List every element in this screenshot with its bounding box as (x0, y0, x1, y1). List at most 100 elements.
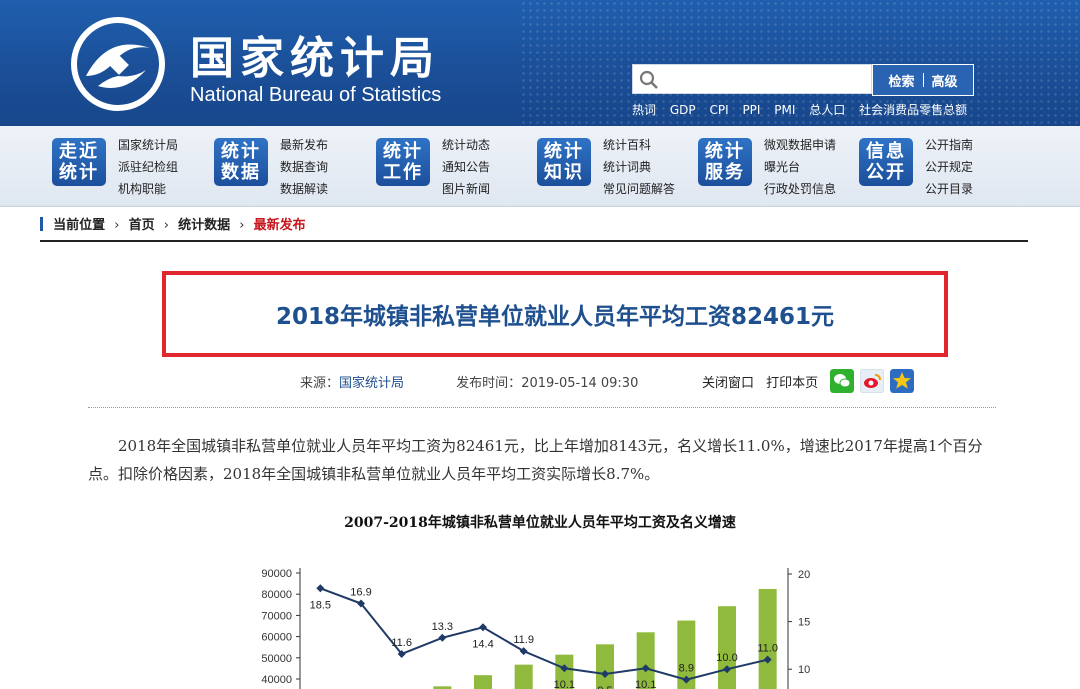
bar (433, 686, 452, 689)
nav-link[interactable]: 常见问题解答 (603, 182, 676, 196)
article-title-box: 2018年城镇非私营单位就业人员年平均工资82461元 (162, 271, 948, 357)
data-label: 10.1 (635, 679, 656, 689)
search-input[interactable] (632, 64, 872, 94)
nbs-logo-icon[interactable] (68, 14, 168, 114)
data-label: 18.5 (310, 599, 331, 611)
close-window-link[interactable]: 关闭窗口 (702, 376, 755, 391)
nav-link[interactable]: 公开目录 (925, 182, 974, 196)
data-label: 11.9 (513, 634, 534, 646)
breadcrumb-marker (40, 217, 43, 231)
nav-link[interactable]: 国家统计局 (118, 138, 179, 152)
nav-link[interactable]: 数据解读 (280, 182, 329, 196)
nav-badge[interactable]: 统计 工作 (376, 138, 430, 186)
data-label: 14.4 (472, 638, 493, 650)
nav-badge[interactable]: 统计 知识 (537, 138, 591, 186)
bar (636, 632, 655, 689)
breadcrumb-current[interactable]: 最新发布 (253, 218, 306, 233)
data-label: 13.3 (432, 621, 453, 633)
hotword-link[interactable]: PPI (742, 103, 761, 117)
bar (758, 588, 777, 689)
nav-link[interactable]: 统计词典 (603, 160, 652, 174)
nav-badge[interactable]: 信息 公开 (859, 138, 913, 186)
hotword-label: 热词 (632, 103, 657, 117)
line-point (519, 647, 528, 656)
world-map-background (520, 0, 1080, 126)
nav-link[interactable]: 通知公告 (442, 160, 491, 174)
line-point (560, 664, 569, 673)
line-point (357, 599, 365, 608)
breadcrumb-home[interactable]: 首页 (128, 218, 155, 233)
hot-words: 热词 GDP CPI PPI PMI 总人口 社会消费品零售总额 (632, 101, 977, 118)
source-link[interactable]: 国家统计局 (339, 376, 405, 391)
line-point (601, 669, 609, 678)
print-link[interactable]: 打印本页 (766, 376, 819, 391)
search-icon (639, 70, 658, 89)
bar (677, 620, 696, 689)
bar (474, 675, 492, 689)
nav-link[interactable]: 数据查询 (280, 160, 329, 174)
nav-link[interactable]: 最新发布 (280, 138, 329, 152)
wechat-icon[interactable] (830, 369, 854, 393)
nav-link[interactable]: 图片新闻 (442, 182, 491, 196)
hotword-link[interactable]: PMI (774, 103, 796, 117)
right-axis-tick-label: 15 (798, 617, 810, 629)
hotword-link[interactable]: GDP (669, 103, 696, 117)
article-paragraph: 2018年全国城镇非私营单位就业人员年平均工资为82461元，比上年增加8143… (88, 437, 983, 483)
site-header: 国家统计局 National Bureau of Statistics 检索 高… (0, 0, 1080, 126)
data-label: 16.9 (350, 587, 371, 599)
bar (514, 664, 533, 689)
search-button[interactable]: 检索 (888, 74, 915, 90)
search-buttons: 检索 高级 (872, 64, 974, 96)
nav-link[interactable]: 派驻纪检组 (118, 160, 179, 174)
line-point (316, 584, 325, 593)
left-axis-tick-label: 50000 (261, 653, 292, 665)
publish-date: 2019-05-14 09:30 (521, 376, 639, 391)
divider (88, 407, 996, 408)
breadcrumb: 当前位置 › 首页 › 统计数据 › 最新发布 (40, 214, 1028, 242)
chart-title: 2007-2018年城镇非私营单位就业人员年平均工资及名义增速 (344, 515, 736, 531)
date-label: 发布时间： (456, 376, 522, 391)
right-axis-tick-label: 20 (798, 569, 810, 581)
left-axis-tick-label: 90000 (261, 568, 292, 580)
search-bar: 检索 高级 (632, 64, 974, 96)
weibo-icon[interactable] (860, 369, 884, 393)
bar (718, 606, 736, 689)
growth-line (319, 587, 768, 681)
nav-link[interactable]: 曝光台 (764, 160, 801, 174)
bar (596, 644, 614, 689)
nav-link[interactable]: 行政处罚信息 (764, 182, 837, 196)
article-meta: 来源：国家统计局 发布时间：2019-05-14 09:30 (300, 372, 638, 391)
site-title-en: National Bureau of Statistics (190, 84, 442, 106)
hotword-link[interactable]: 总人口 (809, 103, 846, 117)
left-axis-tick-label: 80000 (261, 589, 292, 601)
nav-badge[interactable]: 走近 统计 (52, 138, 106, 186)
hotword-link[interactable]: CPI (709, 103, 729, 117)
nav-badge[interactable]: 统计 数据 (214, 138, 268, 186)
hotword-link[interactable]: 社会消费品零售总额 (859, 103, 968, 117)
data-label: 9.5 (597, 685, 612, 689)
share-buttons (830, 369, 914, 393)
chevron-right-icon: › (239, 218, 245, 233)
line-point (641, 664, 650, 673)
nav-link[interactable]: 公开规定 (925, 160, 974, 174)
line-point (479, 623, 487, 632)
breadcrumb-stats-data[interactable]: 统计数据 (178, 218, 231, 233)
data-label: 11.6 (391, 637, 412, 649)
nav-badge[interactable]: 统计 服务 (698, 138, 752, 186)
nav-link[interactable]: 统计百科 (603, 138, 652, 152)
article-actions: 关闭窗口 打印本页 (702, 372, 818, 391)
nav-link[interactable]: 机构职能 (118, 182, 167, 196)
data-label: 11.0 (757, 643, 778, 655)
favorite-star-icon[interactable] (890, 369, 914, 393)
nav-link[interactable]: 公开指南 (925, 138, 974, 152)
line-point (438, 633, 447, 642)
nav-link[interactable]: 微观数据申请 (764, 138, 837, 152)
advanced-search-button[interactable]: 高级 (931, 74, 958, 90)
chevron-right-icon: › (163, 218, 169, 233)
breadcrumb-label: 当前位置 (53, 218, 106, 233)
line-point (763, 655, 772, 664)
nav-link[interactable]: 统计动态 (442, 138, 491, 152)
article-title: 2018年城镇非私营单位就业人员年平均工资82461元 (275, 304, 835, 330)
data-label: 10.0 (716, 652, 737, 664)
data-label: 10.1 (554, 679, 575, 689)
